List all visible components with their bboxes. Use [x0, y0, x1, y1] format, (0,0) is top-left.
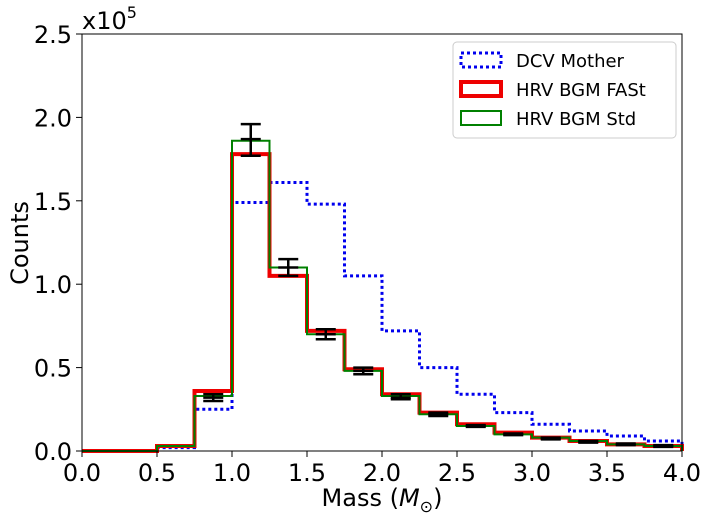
x-tick-label: 3.0	[513, 459, 551, 487]
x-tick-label: 4.0	[663, 459, 701, 487]
series-line-hrv-bgm-fast	[82, 152, 684, 453]
legend-swatch-hrv-bgm-std	[460, 110, 502, 126]
x-tick-label: 2.0	[363, 459, 401, 487]
error-bar-6	[428, 411, 449, 418]
legend-entry-hrv-bgm-std: HRV BGM Std	[460, 109, 636, 130]
y-axis-label: Counts	[6, 201, 34, 285]
error-bar-layer	[203, 122, 674, 449]
series-layer	[82, 139, 684, 453]
error-bar-9	[540, 436, 561, 441]
error-bar-2	[278, 257, 299, 278]
series-line-dcv-mother	[82, 180, 684, 453]
x-axis-ticks: 0.0 0.5 1.0 1.5 2.0 2.5 3.0 3.5 4.0	[63, 451, 701, 487]
y-tick-label: 1.5	[34, 188, 72, 216]
x-tick-label: 2.5	[438, 459, 476, 487]
y-tick-label: 0.5	[34, 355, 72, 383]
x-tick-label: 0.5	[138, 459, 176, 487]
legend-entry-hrv-bgm-fast: HRV BGM FASt	[459, 80, 646, 101]
legend-entry-dcv-mother: DCV Mother	[459, 51, 625, 72]
y-scale-factor: x105	[82, 3, 137, 35]
x-label-suffix: )	[433, 484, 442, 512]
legend-box	[452, 41, 677, 139]
error-bar-7	[465, 423, 486, 429]
error-bar-8	[503, 432, 524, 437]
x-tick-label: 1.5	[288, 459, 326, 487]
x-tick-label: 3.5	[588, 459, 626, 487]
series-line-hrv-bgm-std	[82, 139, 683, 452]
x-label-subscript: ⊙	[420, 497, 433, 516]
y-scale-base: x10	[82, 7, 127, 35]
error-bar-5	[390, 393, 411, 401]
error-bar-4	[353, 366, 374, 376]
y-axis-ticks: 0.0 0.5 1.0 1.5 2.0 2.5	[34, 21, 82, 466]
y-tick-label: 0.0	[34, 438, 72, 466]
y-tick-label: 2.5	[34, 21, 72, 49]
legend-label-hrv-bgm-std: HRV BGM Std	[516, 109, 636, 130]
error-bar-0	[203, 393, 224, 403]
x-label-math: M	[399, 484, 420, 512]
x-label-prefix: Mass (	[322, 484, 399, 512]
y-tick-label: 2.0	[34, 104, 72, 132]
error-bar-1	[240, 122, 261, 158]
legend-swatch-dcv-mother	[459, 51, 503, 69]
legend-swatch-hrv-bgm-fast	[459, 80, 503, 98]
x-tick-label: 0.0	[63, 459, 101, 487]
error-bar-3	[315, 327, 336, 341]
error-bar-11	[615, 442, 636, 447]
x-tick-label: 1.0	[213, 459, 251, 487]
legend-label-dcv-mother: DCV Mother	[516, 51, 625, 72]
error-bar-10	[578, 439, 599, 444]
legend: DCV Mother HRV BGM FASt HRV BGM Std	[452, 41, 677, 139]
legend-label-hrv-bgm-fast: HRV BGM FASt	[516, 80, 646, 101]
x-axis-label: Mass (M⊙)	[322, 484, 443, 516]
y-tick-label: 1.0	[34, 271, 72, 299]
y-scale-exponent: 5	[127, 3, 137, 22]
error-bar-12	[653, 443, 674, 449]
